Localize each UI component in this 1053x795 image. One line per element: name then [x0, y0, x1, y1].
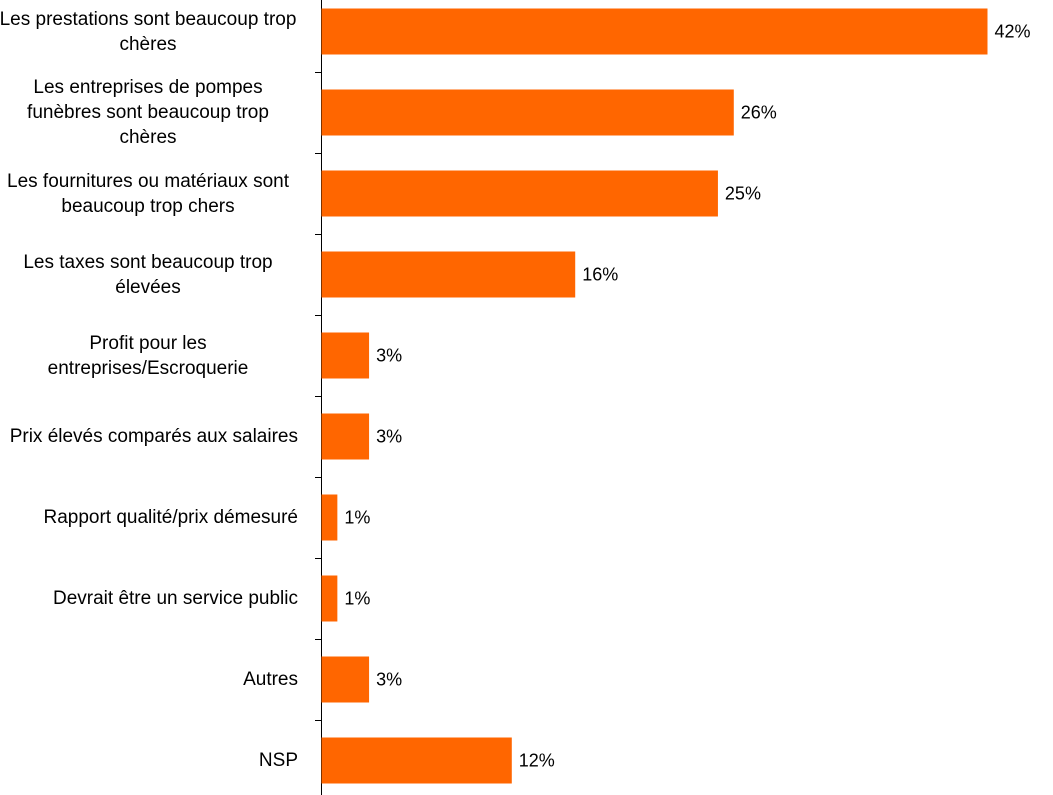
category-label: Les taxes sont beaucoup trop élevées	[23, 251, 273, 298]
category-label-box: Prix élevés comparés aux salaires	[0, 396, 298, 477]
category-label-box: Les taxes sont beaucoup trop élevées	[0, 234, 298, 315]
bar	[321, 575, 338, 622]
value-label: 12%	[519, 750, 555, 770]
bar	[321, 332, 370, 379]
value-label: 1%	[344, 507, 370, 527]
category-label: Prix élevés comparés aux salaires	[9, 426, 298, 447]
category-label-box: Devrait être un service public	[0, 558, 298, 639]
value-label: 26%	[741, 102, 777, 122]
value-label: 3%	[376, 426, 402, 446]
bar	[321, 170, 718, 217]
category-label-box: Rapport qualité/prix démesuré	[0, 477, 298, 558]
bar	[321, 656, 370, 703]
category-label-box: Les prestations sont beaucoup trop chère…	[0, 0, 298, 72]
category-label-box: Autres	[0, 639, 298, 720]
value-label: 42%	[995, 21, 1031, 41]
category-label: Profit pour les entreprises/Escroquerie	[47, 332, 249, 379]
category-label: Les entreprises de pompes funèbres sont …	[27, 77, 269, 148]
category-label: Les prestations sont beaucoup trop chère…	[0, 8, 297, 55]
value-label: 3%	[376, 669, 402, 689]
category-label-box: NSP	[0, 720, 298, 795]
value-label: 1%	[344, 588, 370, 608]
bar	[321, 413, 370, 460]
bar	[321, 251, 576, 298]
category-label: Devrait être un service public	[53, 588, 298, 609]
category-label: NSP	[258, 750, 298, 771]
bar	[321, 8, 988, 55]
category-label: Autres	[243, 669, 298, 690]
value-label: 3%	[376, 345, 402, 365]
category-label-box: Les fournitures ou matériaux sont beauco…	[0, 153, 298, 234]
bar	[321, 737, 512, 784]
category-label: Rapport qualité/prix démesuré	[43, 507, 298, 528]
category-label-box: Les entreprises de pompes funèbres sont …	[0, 72, 298, 153]
category-label-box: Profit pour les entreprises/Escroquerie	[0, 315, 298, 396]
bar	[321, 89, 734, 136]
category-label: Les fournitures ou matériaux sont beauco…	[7, 170, 289, 217]
bar	[321, 494, 338, 541]
value-label: 16%	[582, 264, 618, 284]
value-label: 25%	[725, 183, 761, 203]
